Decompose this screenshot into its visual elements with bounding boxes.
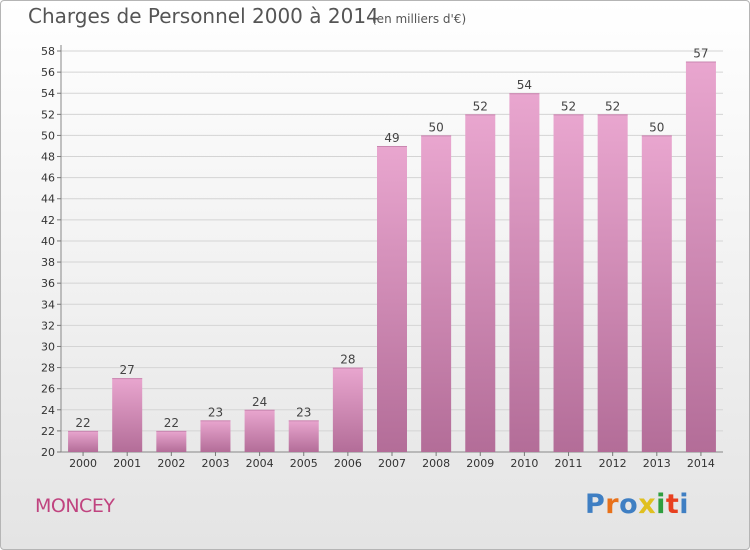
x-axis-ticks: 2000 2001 2002 2003 2004 2005 2006 2007 2008 2009… <box>69 452 715 470</box>
x-tick-label: 2008 <box>422 457 450 470</box>
logo-letter: P <box>585 489 606 520</box>
logo-letter: x <box>638 489 657 520</box>
logo-letter: o <box>619 489 639 520</box>
bar-value-label: 52 <box>473 99 488 113</box>
bar-2005 <box>288 420 319 452</box>
bar-2008 <box>421 135 452 452</box>
bar-value-label: 24 <box>252 395 267 409</box>
chart-title: Charges de Personnel 2000 à 2014 <box>28 4 379 28</box>
bar-2000 <box>68 430 99 452</box>
x-tick-label: 2012 <box>599 457 627 470</box>
x-tick-label: 2003 <box>201 457 229 470</box>
bar-2010 <box>509 93 540 453</box>
y-tick-label: 56 <box>41 66 55 79</box>
bar-2006 <box>332 367 363 452</box>
y-tick-label: 32 <box>41 319 55 332</box>
bar-value-label: 22 <box>75 416 90 430</box>
bars: 22 27 22 23 24 23 28 49 50 52 54 52 52 50 57 <box>68 47 716 453</box>
bar-value-label: 49 <box>384 131 399 145</box>
bar-2001 <box>112 378 143 452</box>
x-tick-label: 2007 <box>378 457 406 470</box>
y-tick-label: 22 <box>41 425 55 438</box>
bar-2012 <box>597 114 628 452</box>
x-tick-label: 2014 <box>687 457 715 470</box>
logo-letter: i <box>656 489 666 520</box>
chart-subtitle: (en milliers d'€) <box>372 12 467 26</box>
bar-value-label: 27 <box>120 363 135 377</box>
x-tick-label: 2004 <box>246 457 274 470</box>
bar-2007 <box>377 145 407 452</box>
y-tick-label: 40 <box>41 235 55 248</box>
y-tick-label: 36 <box>41 277 55 290</box>
y-tick-label: 50 <box>41 129 55 142</box>
bar-value-label: 52 <box>561 99 576 113</box>
y-tick-label: 24 <box>41 404 55 417</box>
y-tick-label: 20 <box>41 446 55 459</box>
bar-value-label: 22 <box>164 416 179 430</box>
x-tick-label: 2013 <box>643 457 671 470</box>
logo-letter: i <box>679 489 690 520</box>
proxiti-logo: Proxiti <box>585 489 689 520</box>
bar-value-label: 50 <box>428 120 443 134</box>
y-tick-label: 46 <box>41 172 55 185</box>
logo-letter: r <box>605 489 620 520</box>
bar-2014 <box>685 61 716 452</box>
y-tick-label: 44 <box>41 193 55 206</box>
bar-value-label: 52 <box>605 99 620 113</box>
y-tick-label: 28 <box>41 362 55 375</box>
y-tick-label: 48 <box>41 151 55 164</box>
bar-2003 <box>200 420 231 452</box>
x-tick-label: 2006 <box>334 457 362 470</box>
y-tick-label: 52 <box>41 108 55 121</box>
x-tick-label: 2001 <box>113 457 141 470</box>
place-name: MONCEY <box>35 495 115 517</box>
y-tick-label: 26 <box>41 383 55 396</box>
bar-value-label: 54 <box>517 78 532 92</box>
bar-value-label: 28 <box>340 353 355 367</box>
x-tick-label: 2010 <box>510 457 538 470</box>
bar-2011 <box>553 114 584 452</box>
y-tick-label: 30 <box>41 340 55 353</box>
x-tick-label: 2011 <box>555 457 583 470</box>
logo-letter: t <box>665 489 680 520</box>
y-tick-label: 58 <box>41 45 55 58</box>
x-tick-label: 2000 <box>69 457 97 470</box>
x-tick-label: 2002 <box>157 457 185 470</box>
bar-2004 <box>244 409 275 452</box>
bar-2002 <box>156 430 187 452</box>
y-axis-ticks: 20 22 24 26 28 30 32 34 36 38 40 42 44 46 48 50 52 54 56 58 <box>41 45 61 459</box>
x-tick-label: 2009 <box>466 457 494 470</box>
bar-value-label: 23 <box>296 405 311 419</box>
bar-value-label: 50 <box>649 120 664 134</box>
x-tick-label: 2005 <box>290 457 318 470</box>
bar-value-label: 57 <box>693 47 708 61</box>
bar-value-label: 23 <box>208 405 223 419</box>
y-tick-label: 42 <box>41 214 55 227</box>
y-tick-label: 54 <box>41 87 55 100</box>
bar-2009 <box>465 114 496 452</box>
y-tick-label: 38 <box>41 256 55 269</box>
y-tick-label: 34 <box>41 298 55 311</box>
bar-2013 <box>641 135 672 452</box>
